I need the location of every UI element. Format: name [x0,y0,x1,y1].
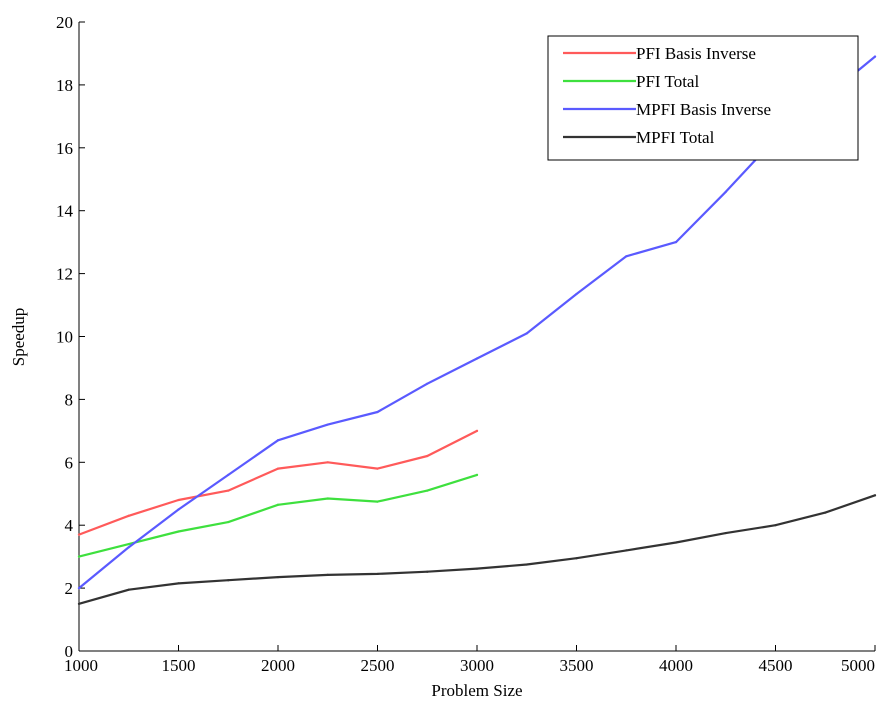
y-axis-label: Speedup [9,308,28,367]
data-point-mpfi-total [177,582,180,585]
data-point-mpfi-basis-inverse [177,508,180,511]
data-point-mpfi-total [227,579,230,582]
legend-label-mpfi-total: MPFI Total [636,128,715,147]
data-point-pfi-basis-inverse [127,514,130,517]
data-point-mpfi-basis-inverse [227,473,230,476]
data-point-pfi-basis-inverse [177,498,180,502]
x-tick-label: 1000 [64,656,98,675]
data-point-mpfi-basis-inverse [376,410,379,414]
data-point-mpfi-basis-inverse [525,332,528,335]
data-point-mpfi-basis-inverse [127,546,130,549]
data-point-pfi-basis-inverse [227,489,230,492]
data-point-pfi-total [475,473,479,476]
data-point-mpfi-basis-inverse [276,439,280,442]
y-tick-label: 2 [65,579,74,598]
x-tick-label: 5000 [841,656,875,675]
data-point-pfi-basis-inverse [77,533,81,536]
data-point-pfi-total [326,497,329,500]
y-tick-label: 12 [56,265,73,284]
x-tick-label: 4000 [659,656,693,675]
data-point-pfi-basis-inverse [475,429,479,432]
data-point-mpfi-basis-inverse [674,241,678,244]
y-tick-label: 4 [65,516,74,535]
data-point-pfi-total [227,520,230,524]
data-point-pfi-total [376,500,379,503]
data-point-mpfi-basis-inverse [77,587,81,590]
data-point-mpfi-total [724,531,727,535]
legend-label-mpfi-basis-inverse: MPFI Basis Inverse [636,100,771,119]
data-point-mpfi-total [674,541,678,544]
data-point-pfi-basis-inverse [376,467,379,470]
data-point-mpfi-total [426,570,429,573]
y-tick-label: 20 [56,13,73,32]
data-point-pfi-total [276,503,280,506]
x-tick-label: 4500 [759,656,793,675]
y-tick-label: 16 [56,139,73,158]
data-point-mpfi-total [824,511,827,514]
x-tick-label: 2000 [261,656,295,675]
legend-label-pfi-basis-inverse: PFI Basis Inverse [636,44,756,63]
data-point-pfi-basis-inverse [276,467,280,470]
legend: PFI Basis Inverse PFI Total MPFI Basis Inv… [547,35,859,161]
x-tick-label: 1500 [162,656,196,675]
series-line-mpfi-total [77,494,877,605]
data-point-mpfi-total [276,575,280,579]
data-point-mpfi-basis-inverse [326,423,329,426]
y-tick-label: 14 [56,202,74,221]
data-point-mpfi-total [77,602,81,605]
data-point-pfi-total [177,530,180,533]
data-point-mpfi-basis-inverse [625,255,628,258]
y-tick-label: 8 [65,390,74,409]
data-point-pfi-basis-inverse [326,461,329,464]
y-tick-label: 0 [65,642,74,661]
data-point-mpfi-total [376,572,379,576]
data-point-pfi-total [426,489,429,492]
legend-label-pfi-total: PFI Total [636,72,699,91]
data-point-mpfi-total [475,567,479,570]
legend-box [547,35,859,161]
data-point-pfi-total [77,555,81,558]
data-point-mpfi-basis-inverse [724,190,727,193]
plot-axes: 0 2 4 6 8 10 12 14 16 18 20 1000 1500 2000 2500 3000 350… [56,13,876,675]
data-point-mpfi-total [625,549,628,552]
data-point-mpfi-basis-inverse [426,382,429,385]
series-line-pfi-basis-inverse [77,429,479,536]
data-point-mpfi-total [873,494,877,497]
x-tick-label: 3000 [460,656,494,675]
x-axis-label: Problem Size [431,681,522,700]
data-point-mpfi-basis-inverse [475,357,479,360]
x-tick-label: 2500 [361,656,395,675]
data-point-mpfi-total [575,557,578,560]
y-tick-label: 10 [56,328,73,347]
data-point-mpfi-total [326,573,329,576]
data-point-mpfi-basis-inverse [575,292,578,296]
series-line-pfi-total [77,473,479,558]
y-tick-label: 18 [56,76,73,95]
data-point-pfi-total [127,542,130,546]
series-layer [77,55,877,605]
data-point-mpfi-total [774,524,777,527]
x-tick-label: 3500 [560,656,594,675]
data-point-pfi-basis-inverse [426,454,429,458]
data-point-mpfi-total [525,563,528,566]
data-point-mpfi-total [127,588,130,591]
data-point-mpfi-basis-inverse [873,55,877,58]
y-tick-label: 6 [65,453,74,472]
